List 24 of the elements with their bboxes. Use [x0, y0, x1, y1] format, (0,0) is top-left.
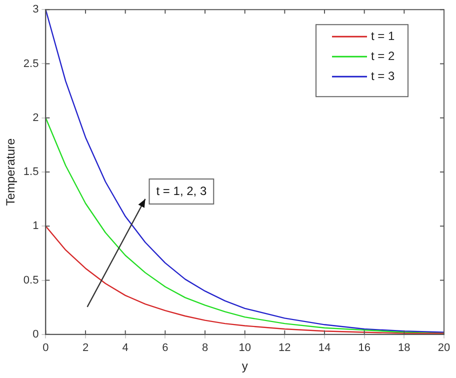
x-tick-label: 0	[42, 342, 49, 354]
y-tick-label: 2.5	[23, 58, 39, 70]
x-tick-label: 4	[122, 342, 128, 354]
legend-label: t = 1	[371, 28, 396, 43]
y-tick-label: 0	[32, 328, 39, 340]
x-tick-label: 10	[238, 342, 251, 354]
annotation: t = 1, 2, 3	[156, 184, 207, 198]
x-tick-label: 2	[82, 342, 89, 354]
legend-label: t = 2	[371, 48, 396, 63]
y-tick-label: 3	[32, 4, 39, 16]
y-tick-label: 0.5	[23, 274, 39, 286]
x-tick-label: 12	[278, 342, 291, 354]
x-axis-title: y	[242, 359, 248, 374]
x-tick-label: 16	[358, 342, 370, 354]
y-axis-title: Temperature	[4, 138, 18, 206]
x-tick-label: 18	[398, 342, 410, 354]
y-tick-label: 2	[32, 112, 39, 124]
y-tick-label: 1	[32, 220, 39, 232]
y-tick-label: 1.5	[23, 166, 39, 178]
x-tick-label: 6	[162, 342, 168, 354]
x-tick-label: 14	[318, 342, 331, 354]
x-tick-label: 20	[438, 342, 450, 354]
legend-label: t = 3	[371, 68, 396, 83]
x-tick-label: 8	[202, 342, 208, 354]
